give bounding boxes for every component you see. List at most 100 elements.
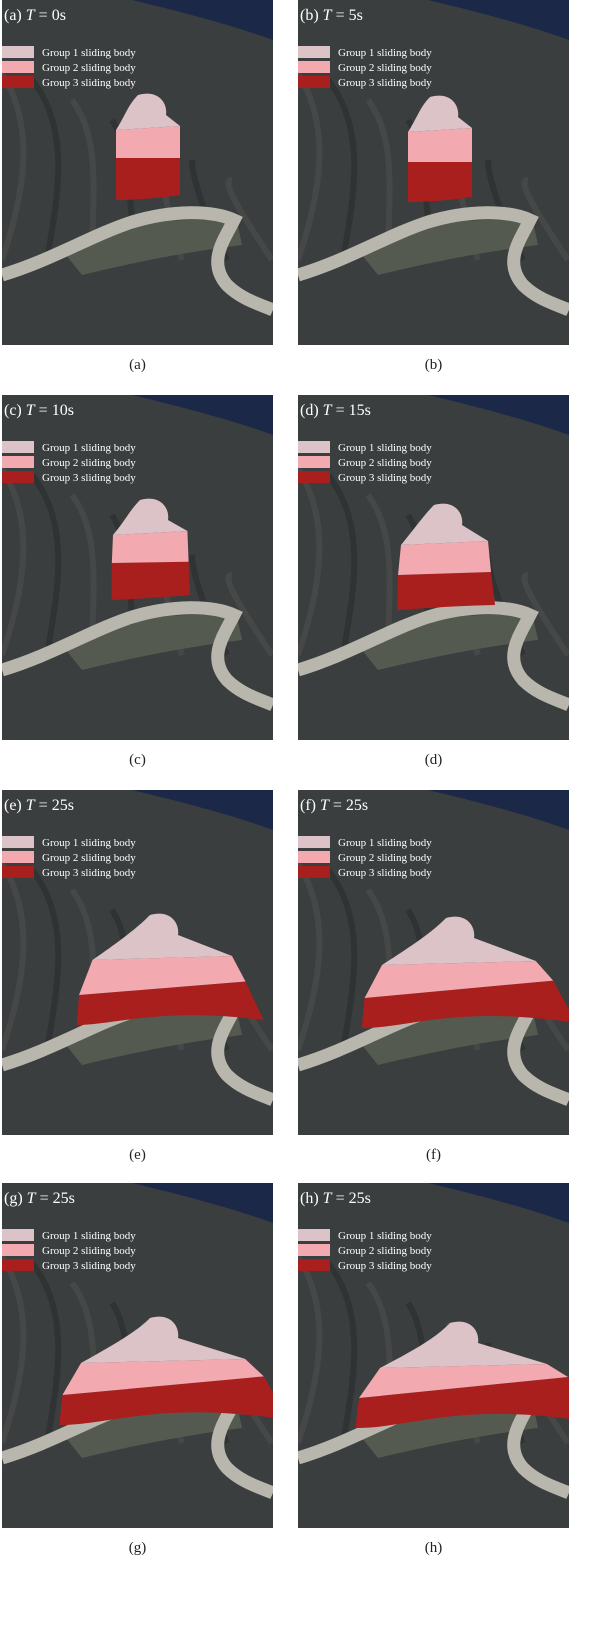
time-value: = 25s [40, 1190, 75, 1207]
legend-label: Group 2 sliding body [42, 1245, 136, 1257]
panel-title: (h)T= 25s [300, 1190, 371, 1207]
legend-label: Group 1 sliding body [42, 442, 136, 454]
legend-label: Group 2 sliding body [338, 1245, 432, 1257]
legend-label: Group 3 sliding body [338, 472, 432, 484]
legend-label: Group 1 sliding body [338, 1230, 432, 1242]
group-2-body [112, 531, 189, 563]
legend-label: Group 2 sliding body [42, 852, 136, 864]
legend-swatch [2, 1229, 34, 1241]
legend-label: Group 3 sliding body [42, 77, 136, 89]
satellite-image: (h)T= 25s Group 1 sliding body Group 2 sli… [298, 1183, 569, 1528]
legend-label: Group 1 sliding body [42, 47, 136, 59]
legend-label: Group 3 sliding body [42, 867, 136, 879]
panel-tag: (b) [300, 7, 319, 24]
satellite-image: (a)T= 0s Group 1 sliding body Group 2 slid… [2, 0, 273, 345]
legend-swatch [298, 46, 330, 58]
group-3-body [398, 572, 496, 610]
time-symbol: T [320, 797, 330, 814]
time-value: = 25s [39, 797, 74, 814]
time-value: = 0s [39, 7, 66, 24]
panel: (b)T= 5sGroup 1 sliding bodyGroup 2 slid… [298, 0, 569, 345]
panel: (c)T= 10s Group 1 sliding body Group 2 sli… [2, 395, 273, 740]
legend-swatch [298, 1244, 330, 1256]
legend-label: Group 3 sliding body [338, 1260, 432, 1272]
panel: (e)T= 25s Group 1 sliding body Group 2 sli… [2, 790, 273, 1135]
legend-label: Group 2 sliding body [42, 457, 136, 469]
satellite-image: (d)T= 15s Group 1 sliding body Group 2 sli… [298, 395, 569, 740]
legend-swatch [2, 61, 34, 73]
legend-swatch [2, 1259, 34, 1271]
time-value: = 5s [336, 7, 363, 24]
panel-caption: (c) [2, 752, 273, 769]
group-2-body [398, 541, 491, 575]
legend-label: Group 1 sliding body [42, 1230, 136, 1242]
panel: (a)T= 0s Group 1 sliding body Group 2 slid… [2, 0, 273, 345]
panel: (d)T= 15s Group 1 sliding body Group 2 sli… [298, 395, 569, 740]
panel: (h)T= 25s Group 1 sliding body Group 2 sli… [298, 1183, 569, 1528]
legend-swatch [2, 851, 34, 863]
panel-tag: (g) [4, 1190, 23, 1207]
panel-title: (g)T= 25s [4, 1190, 75, 1207]
group-2-body [408, 128, 472, 162]
panel-tag: (d) [300, 402, 319, 419]
panel-caption: (f) [298, 1147, 569, 1164]
panel-caption: (d) [298, 752, 569, 769]
group-3-body [116, 158, 180, 200]
legend-swatch [2, 76, 34, 88]
legend-swatch [298, 441, 330, 453]
legend-swatch [2, 471, 34, 483]
legend-swatch [298, 1259, 330, 1271]
panel-title: (e)T= 25s [4, 797, 74, 814]
legend-swatch [2, 836, 34, 848]
panel-tag: (f) [300, 797, 316, 814]
panel-caption: (g) [2, 1540, 273, 1557]
group-3-body [112, 562, 191, 600]
panel-caption: (h) [298, 1540, 569, 1557]
legend-swatch [2, 866, 34, 878]
legend-label: Group 1 sliding body [338, 442, 432, 454]
legend-label: Group 1 sliding body [338, 837, 432, 849]
time-value: = 25s [333, 797, 368, 814]
panel-caption: (b) [298, 357, 569, 374]
satellite-image: (c)T= 10s Group 1 sliding body Group 2 sli… [2, 395, 273, 740]
satellite-image: (g)T= 25s Group 1 sliding body Group 2 sli… [2, 1183, 273, 1528]
figure: (a)T= 0sGroup 1 sliding bodyGroup 2 slid… [0, 0, 594, 1639]
time-symbol: T [323, 7, 333, 24]
panel: (f)T= 25sGroup 1 sliding bodyGroup 2 sli… [298, 790, 569, 1135]
time-symbol: T [26, 7, 36, 24]
panel-caption: (e) [2, 1147, 273, 1164]
time-symbol: T [26, 797, 36, 814]
legend-label: Group 1 sliding body [42, 837, 136, 849]
panel-title: (c)T= 10s [4, 402, 74, 419]
legend-label: Group 2 sliding body [42, 62, 136, 74]
legend-label: Group 3 sliding body [338, 77, 432, 89]
time-symbol: T [27, 1190, 37, 1207]
panel-tag: (a) [4, 7, 22, 24]
legend-label: Group 3 sliding body [42, 472, 136, 484]
panel-title: (b)T= 5s [300, 7, 363, 24]
legend-swatch [298, 836, 330, 848]
panel-title: (d)T= 15s [300, 402, 371, 419]
panel: (g)T= 25s Group 1 sliding body Group 2 sli… [2, 1183, 273, 1528]
legend-swatch [2, 1244, 34, 1256]
panel-tag: (h) [300, 1190, 319, 1207]
time-symbol: T [323, 1190, 333, 1207]
group-2-body [116, 126, 180, 158]
panel-caption: (a) [2, 357, 273, 374]
group-3-body [408, 162, 472, 202]
legend-swatch [298, 1229, 330, 1241]
panel-tag: (e) [4, 797, 22, 814]
legend-swatch [2, 456, 34, 468]
legend-swatch [298, 61, 330, 73]
legend-swatch [2, 46, 34, 58]
legend-label: Group 2 sliding body [338, 457, 432, 469]
legend-label: Group 2 sliding body [338, 62, 432, 74]
legend-swatch [298, 471, 330, 483]
legend-label: Group 3 sliding body [338, 867, 432, 879]
legend-swatch [298, 851, 330, 863]
legend-label: Group 3 sliding body [42, 1260, 136, 1272]
legend-swatch [2, 441, 34, 453]
time-symbol: T [323, 402, 333, 419]
legend-swatch [298, 866, 330, 878]
